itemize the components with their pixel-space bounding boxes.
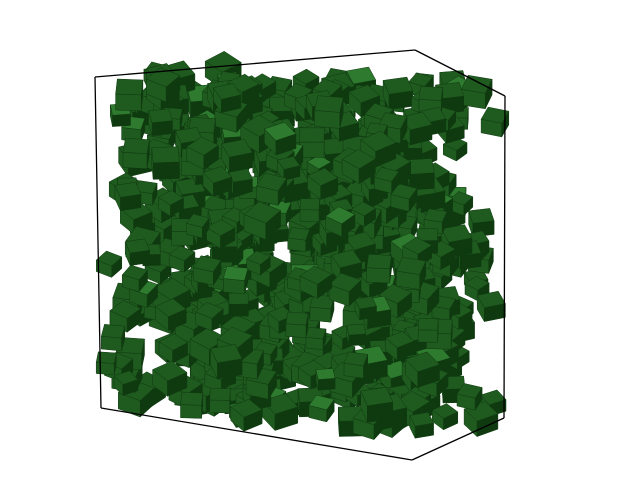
cube [157, 190, 184, 217]
cube-cloud [95, 51, 510, 441]
cube [114, 181, 142, 212]
cube [354, 296, 377, 321]
cube [192, 255, 222, 287]
cube [468, 208, 495, 238]
cube [366, 254, 392, 284]
cube [95, 250, 123, 278]
cube [222, 265, 249, 295]
cube [423, 208, 448, 235]
cube [309, 294, 335, 323]
cube [209, 388, 231, 414]
cube [212, 83, 242, 114]
cube [343, 351, 369, 379]
box-edge-left [94, 76, 102, 409]
cube [417, 318, 439, 343]
cube [230, 398, 263, 432]
cube [404, 351, 440, 389]
cube [390, 183, 418, 213]
cube [263, 121, 297, 156]
cube [456, 383, 483, 412]
cube [285, 311, 309, 338]
cube [431, 403, 459, 431]
cube [261, 393, 299, 432]
cube [148, 108, 173, 136]
cube [341, 149, 376, 184]
cube [385, 331, 415, 361]
cube [276, 156, 301, 182]
cube [186, 136, 219, 170]
cube [243, 201, 282, 241]
cube [168, 245, 196, 273]
cube [346, 323, 367, 347]
cube [154, 298, 187, 332]
box-edge-bottom-front [100, 407, 413, 461]
cube [151, 146, 180, 180]
cube [100, 324, 126, 352]
cube [382, 76, 414, 110]
cube [406, 158, 435, 191]
cube [396, 257, 427, 290]
cube [464, 275, 490, 302]
cube [314, 95, 344, 129]
cube [460, 75, 493, 110]
cube [206, 219, 236, 249]
cube [180, 392, 204, 419]
box-edge-top-back [94, 49, 416, 78]
cube [121, 264, 148, 293]
cube [476, 290, 506, 323]
cube [221, 138, 253, 174]
cube [113, 370, 139, 397]
cube [228, 292, 249, 317]
cube [307, 167, 339, 200]
cube [158, 333, 189, 364]
cube [308, 394, 335, 423]
cube [360, 386, 394, 423]
cube [185, 213, 210, 239]
box-edge-top-right [414, 49, 506, 97]
cube [299, 198, 320, 223]
cube [287, 227, 311, 252]
cube [348, 84, 381, 118]
cube [210, 344, 243, 380]
cube [245, 366, 278, 401]
cube [373, 167, 400, 195]
cube [256, 172, 288, 207]
cube [152, 360, 188, 397]
cube [299, 265, 333, 299]
cube [122, 138, 150, 170]
cube [124, 238, 150, 266]
cube [442, 136, 468, 162]
cube [315, 368, 336, 391]
box-edge-bottom-right [411, 417, 505, 461]
cube [246, 250, 271, 276]
cube [449, 191, 474, 217]
cube [350, 201, 377, 228]
cube [95, 351, 117, 376]
cube [115, 78, 144, 112]
cube [305, 327, 327, 351]
cube [299, 127, 325, 158]
cube [325, 206, 356, 238]
cube [202, 166, 233, 197]
box-edge-right-vertical [503, 95, 506, 419]
cube [409, 412, 434, 439]
bounding-box-front-edges [94, 49, 506, 461]
cube [328, 272, 362, 307]
cube [195, 301, 224, 332]
